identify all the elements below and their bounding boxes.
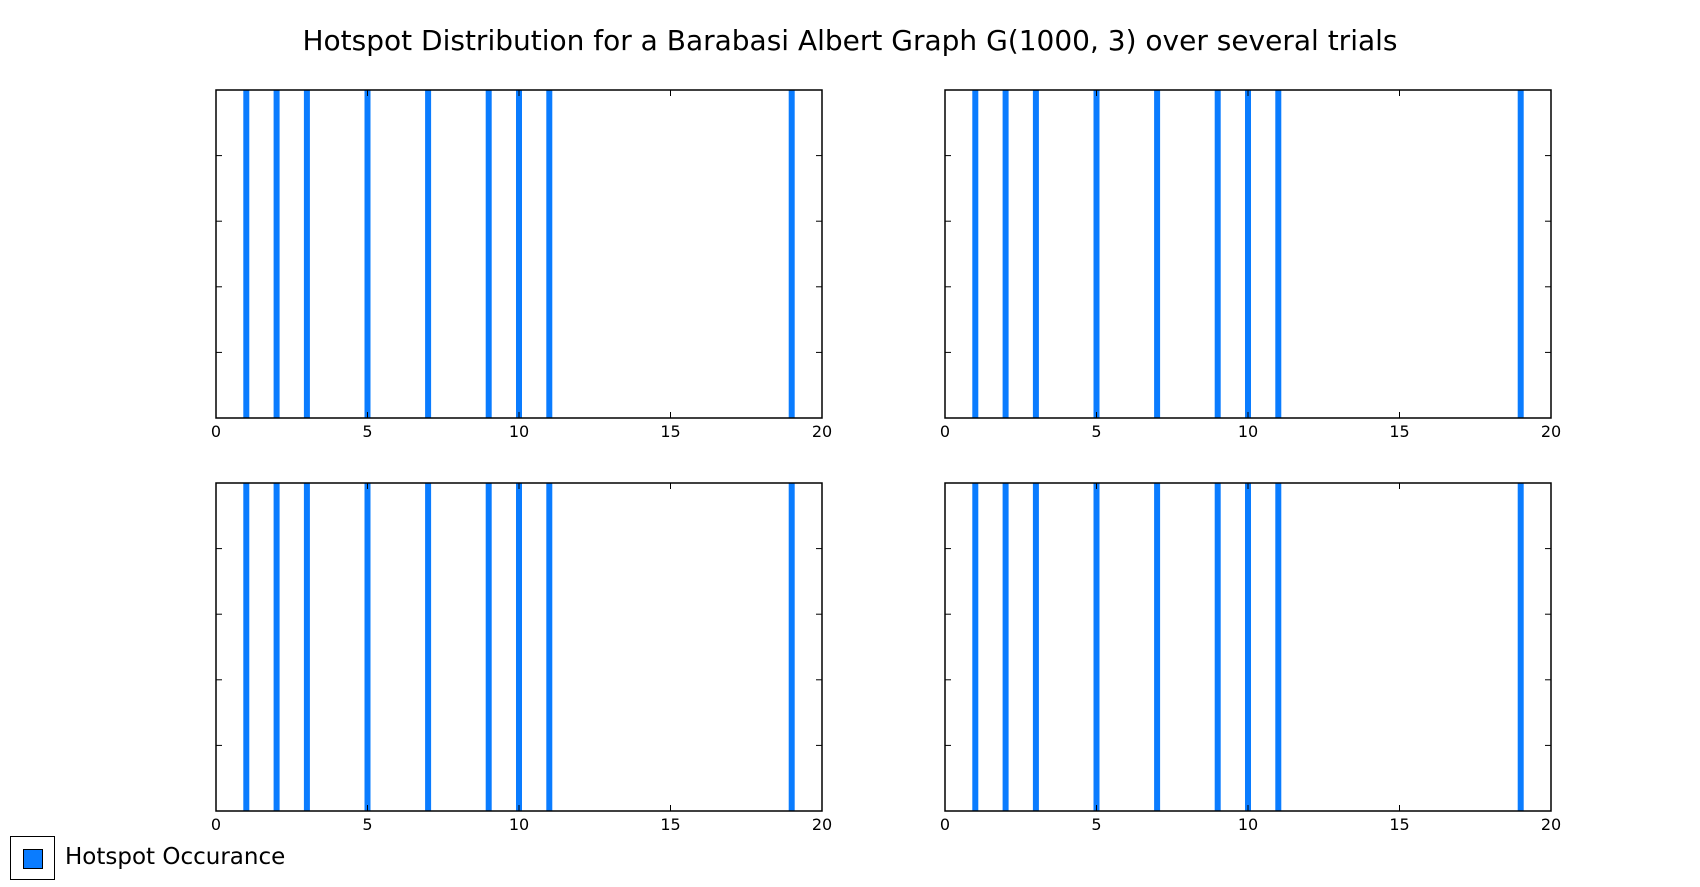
bar [1275,90,1282,418]
bar [485,90,492,418]
x-tick-label: 20 [1541,815,1561,834]
x-tick-label: 10 [509,422,529,441]
x-tick-label: 15 [660,422,680,441]
x-tick-label: 5 [1091,815,1101,834]
bar [1214,90,1221,418]
legend-label: Hotspot Occurance [65,844,286,870]
bar [243,90,250,418]
x-tick-label: 5 [362,422,372,441]
subplot-2: 0 5 10 15 20 [940,89,1561,441]
subplot-1: 0 5 10 15 20 [211,89,832,441]
bar [516,483,522,811]
x-tick-label: 15 [1389,422,1409,441]
x-tick-label: 20 [1541,422,1561,441]
x-tick-label: 20 [812,815,832,834]
bar [516,90,522,418]
x-tick-label: 15 [660,815,680,834]
bar [546,90,553,418]
x-tick-label: 0 [211,815,221,834]
chart-title: Hotspot Distribution for a Barabasi Albe… [302,24,1398,57]
legend-box [10,836,55,880]
x-tick-label: 0 [211,422,221,441]
x-tick-label: 5 [362,815,372,834]
x-tick-label: 15 [1389,815,1409,834]
bar [1245,483,1251,811]
bar [425,483,432,811]
bar [546,483,553,811]
bar [1517,483,1524,811]
subplot-4: 0 5 10 15 20 [940,482,1561,834]
x-tick-label: 0 [940,815,950,834]
bar [425,90,432,418]
bar [273,483,280,811]
bar [972,483,979,811]
bar [1032,483,1039,811]
bar [1093,483,1100,811]
x-tick-label: 0 [940,422,950,441]
bar [273,90,280,418]
bar [303,483,310,811]
bar [243,483,250,811]
bar [303,90,310,418]
bar [364,483,371,811]
x-tick-label: 5 [1091,422,1101,441]
bar [972,90,979,418]
bar [1154,90,1161,418]
bar [485,483,492,811]
subplot-3: 0 5 10 15 20 [211,482,832,834]
legend-swatch [23,849,43,869]
bar [1002,90,1009,418]
bar [1032,90,1039,418]
x-tick-label: 10 [1238,815,1258,834]
bar [1002,483,1009,811]
bar [1275,483,1282,811]
bar [1154,483,1161,811]
bar [1214,483,1221,811]
bar [1517,90,1524,418]
bar [1245,90,1251,418]
bar [1093,90,1100,418]
bar [788,483,795,811]
x-tick-label: 10 [509,815,529,834]
x-tick-label: 20 [812,422,832,441]
bar [788,90,795,418]
bar [364,90,371,418]
x-tick-label: 10 [1238,422,1258,441]
